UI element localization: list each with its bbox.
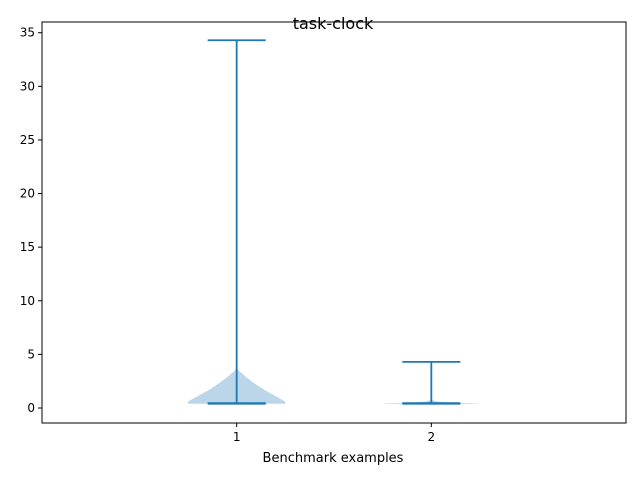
y-tick-label: 35 [20, 26, 35, 40]
plot-area [41, 21, 627, 424]
chart-title: task-clock [293, 14, 374, 33]
y-tick-label: 25 [20, 133, 35, 147]
y-tick-label: 30 [20, 79, 35, 93]
violins [188, 39, 480, 405]
y-tick-label: 20 [20, 187, 35, 201]
x-tick-label: 1 [233, 430, 241, 444]
y-tick-label: 15 [20, 240, 35, 254]
x-tick-label: 2 [428, 430, 436, 444]
y-tick-label: 5 [27, 347, 35, 361]
y-axis: 0 5 10 15 20 25 30 35 [20, 26, 42, 415]
x-axis-label: Benchmark examples [263, 451, 404, 466]
y-tick-label: 0 [27, 401, 35, 415]
y-tick-label: 10 [20, 294, 35, 308]
